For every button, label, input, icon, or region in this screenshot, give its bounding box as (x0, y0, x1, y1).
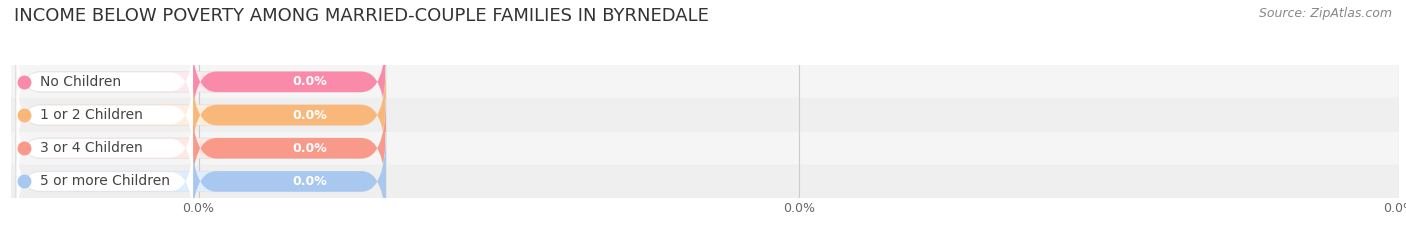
Text: 0.0%: 0.0% (292, 175, 328, 188)
FancyBboxPatch shape (191, 32, 385, 131)
Bar (11, 65, 1399, 98)
Text: No Children: No Children (41, 75, 121, 89)
Bar (11, 98, 1399, 132)
Text: 3 or 4 Children: 3 or 4 Children (41, 141, 143, 155)
FancyBboxPatch shape (15, 99, 385, 198)
FancyBboxPatch shape (15, 32, 385, 131)
Text: 0.0%: 0.0% (292, 109, 328, 122)
Text: Source: ZipAtlas.com: Source: ZipAtlas.com (1258, 7, 1392, 20)
FancyBboxPatch shape (15, 132, 385, 231)
Text: 0.0%: 0.0% (292, 75, 328, 88)
Text: INCOME BELOW POVERTY AMONG MARRIED-COUPLE FAMILIES IN BYRNEDALE: INCOME BELOW POVERTY AMONG MARRIED-COUPL… (14, 7, 709, 25)
Text: 1 or 2 Children: 1 or 2 Children (41, 108, 143, 122)
FancyBboxPatch shape (17, 104, 193, 192)
Bar (11, 165, 1399, 198)
FancyBboxPatch shape (17, 38, 193, 126)
FancyBboxPatch shape (191, 132, 385, 231)
FancyBboxPatch shape (15, 65, 385, 164)
Text: 0.0%: 0.0% (292, 142, 328, 155)
FancyBboxPatch shape (17, 71, 193, 159)
FancyBboxPatch shape (191, 65, 385, 164)
Text: 5 or more Children: 5 or more Children (41, 175, 170, 188)
Bar (11, 132, 1399, 165)
FancyBboxPatch shape (191, 99, 385, 198)
FancyBboxPatch shape (17, 138, 193, 225)
